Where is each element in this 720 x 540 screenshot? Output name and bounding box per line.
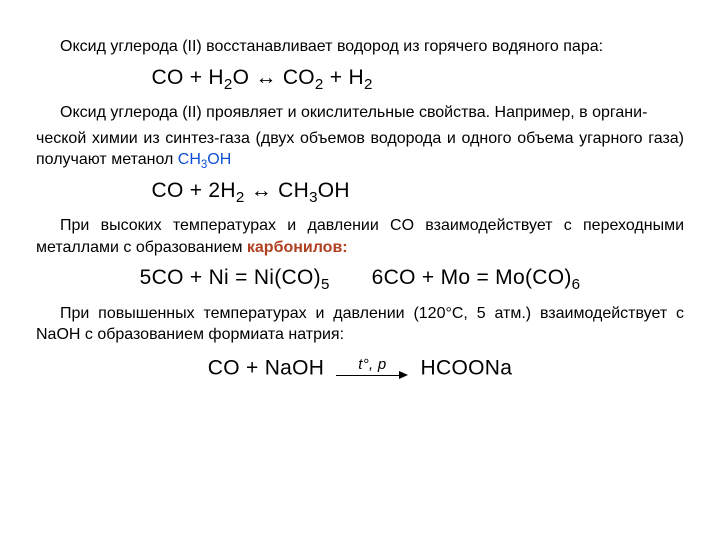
equation-2: CO + 2H2 ↔ CH3OH (36, 177, 684, 205)
equation-4: CO + NaOH t°, p HCOONa (36, 354, 684, 383)
methanol-formula: CH3OH (178, 151, 232, 168)
paragraph-3: При высоких температурах и давлении CO в… (36, 215, 684, 258)
paragraph-2-line2: ческой химии из синтез-газа (двух объемо… (36, 128, 684, 171)
chemistry-slide: Оксид углерода (II) восстанавливает водо… (0, 0, 720, 382)
paragraph-1: Оксид углерода (II) восстанавливает водо… (36, 36, 684, 58)
paragraph-2-line1: Оксид углерода (II) проявляет и окислите… (36, 102, 684, 124)
reaction-arrow: t°, p (336, 357, 408, 380)
carbonyls-term: карбонилов: (247, 239, 348, 256)
paragraph-4: При повышенных температурах и давлении (… (36, 303, 684, 346)
equation-1: CO + H2O ↔ CO2 + H2 (36, 64, 684, 92)
equation-3: 5CO + Ni = Ni(CO)56CO + Mo = Mo(CO)6 (36, 264, 684, 292)
